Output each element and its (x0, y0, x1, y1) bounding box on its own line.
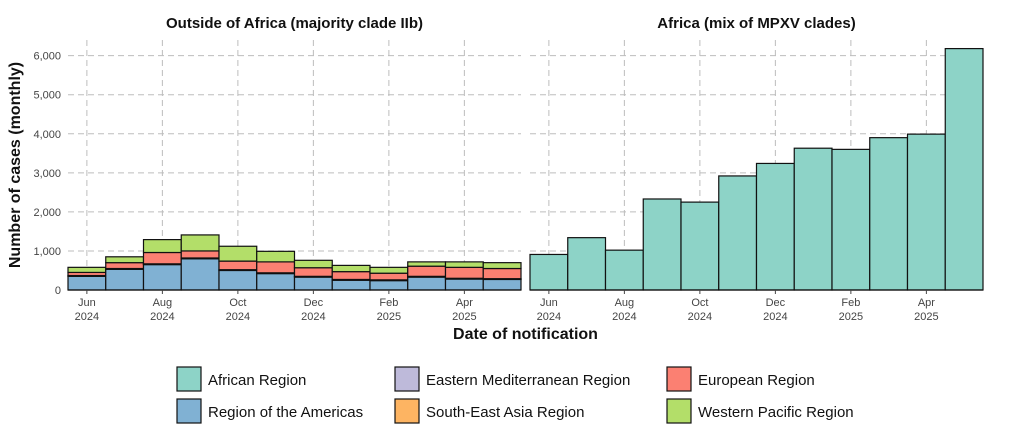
legend-label: African Region (208, 372, 306, 389)
y-tick-label: 2,000 (33, 207, 61, 219)
x-tick-label: 2024 (688, 311, 712, 323)
panel-title: Outside of Africa (majority clade IIb) (166, 15, 423, 32)
x-tick-label: Apr (918, 297, 935, 309)
bar-segment (218, 260, 258, 271)
bar-segment (444, 278, 484, 291)
bar-segment (369, 266, 409, 274)
legend-label: Eastern Mediterranean Region (426, 372, 630, 389)
x-tick-label: 2024 (150, 311, 174, 323)
legend-swatch (666, 366, 692, 392)
x-tick-label: 2025 (377, 311, 401, 323)
bar-segment (331, 279, 371, 291)
legend-swatch (394, 366, 420, 392)
bar-segment (293, 267, 333, 277)
y-tick-label: 0 (55, 285, 61, 297)
bar-segment (906, 133, 946, 291)
bar-segment (331, 264, 371, 273)
y-tick-label: 5,000 (33, 90, 61, 102)
bar-segment (567, 237, 607, 291)
x-tick-label: Feb (379, 297, 398, 309)
bar-segment (218, 245, 258, 262)
legend-swatch (176, 398, 202, 424)
bar-segment (331, 271, 371, 281)
bar-segment (293, 259, 333, 269)
bar-segment (105, 256, 145, 264)
y-tick-label: 6,000 (33, 51, 61, 63)
bar-segment (369, 280, 409, 291)
x-tick-label: Feb (841, 297, 860, 309)
bar-segment (407, 261, 447, 267)
bar-segment (482, 262, 522, 270)
bar-segment (142, 264, 182, 291)
bar-segment (180, 234, 220, 252)
legend-swatch (394, 398, 420, 424)
bar-segment (256, 261, 296, 274)
x-tick-label: Aug (615, 297, 635, 309)
legend-label: South-East Asia Region (426, 404, 584, 421)
x-tick-label: Oct (229, 297, 246, 309)
x-tick-label: 2024 (763, 311, 787, 323)
panel-title: Africa (mix of MPXV clades) (657, 15, 855, 32)
y-tick-label: 3,000 (33, 168, 61, 180)
bar-segment (105, 268, 145, 291)
x-tick-label: Jun (78, 297, 96, 309)
bar-segment (180, 258, 220, 291)
bar-segment (369, 272, 409, 281)
y-tick-label: 1,000 (33, 246, 61, 258)
x-axis-title: Date of notification (453, 326, 598, 343)
bar-segment (67, 266, 107, 274)
bar-segment (869, 137, 909, 291)
bar-segment (218, 269, 258, 291)
y-axis-title: Number of cases (monthly) (7, 62, 24, 268)
bar-segment (407, 265, 447, 277)
bar-segment (680, 201, 720, 291)
bar-segment (755, 162, 795, 291)
legend-swatch (666, 398, 692, 424)
x-tick-label: Jun (540, 297, 558, 309)
bar-segment (180, 250, 220, 259)
bar-segment (482, 267, 522, 280)
x-tick-label: Dec (304, 297, 324, 309)
bar-segment (256, 272, 296, 291)
bar-segment (642, 198, 682, 291)
bar-segment (529, 253, 569, 291)
x-tick-label: 2025 (452, 311, 476, 323)
x-tick-label: Dec (766, 297, 786, 309)
bar-segment (407, 276, 447, 291)
legend-label: Region of the Americas (208, 404, 363, 421)
bar-segment (944, 47, 984, 291)
x-tick-label: Oct (691, 297, 708, 309)
x-tick-label: 2024 (75, 311, 99, 323)
bar-segment (793, 147, 833, 291)
bar-segment (831, 148, 871, 291)
bar-segment (482, 278, 522, 291)
legend-swatch (176, 366, 202, 392)
x-tick-label: Aug (153, 297, 173, 309)
bar-segment (256, 250, 296, 263)
bar-segment (105, 262, 145, 270)
x-tick-label: 2024 (537, 311, 561, 323)
x-tick-label: 2025 (914, 311, 938, 323)
bar-segment (444, 261, 484, 268)
legend-label: European Region (698, 372, 815, 389)
y-tick-label: 4,000 (33, 129, 61, 141)
bar-segment (718, 175, 758, 291)
x-tick-label: 2024 (226, 311, 250, 323)
legend-label: Western Pacific Region (698, 404, 854, 421)
bar-segment (604, 249, 644, 291)
bar-segment (293, 276, 333, 291)
bar-segment (67, 275, 107, 291)
bar-segment (142, 239, 182, 254)
x-tick-label: 2025 (839, 311, 863, 323)
x-tick-label: Apr (456, 297, 473, 309)
bar-segment (444, 266, 484, 279)
x-tick-label: 2024 (301, 311, 325, 323)
bar-segment (142, 251, 182, 265)
x-tick-label: 2024 (612, 311, 636, 323)
